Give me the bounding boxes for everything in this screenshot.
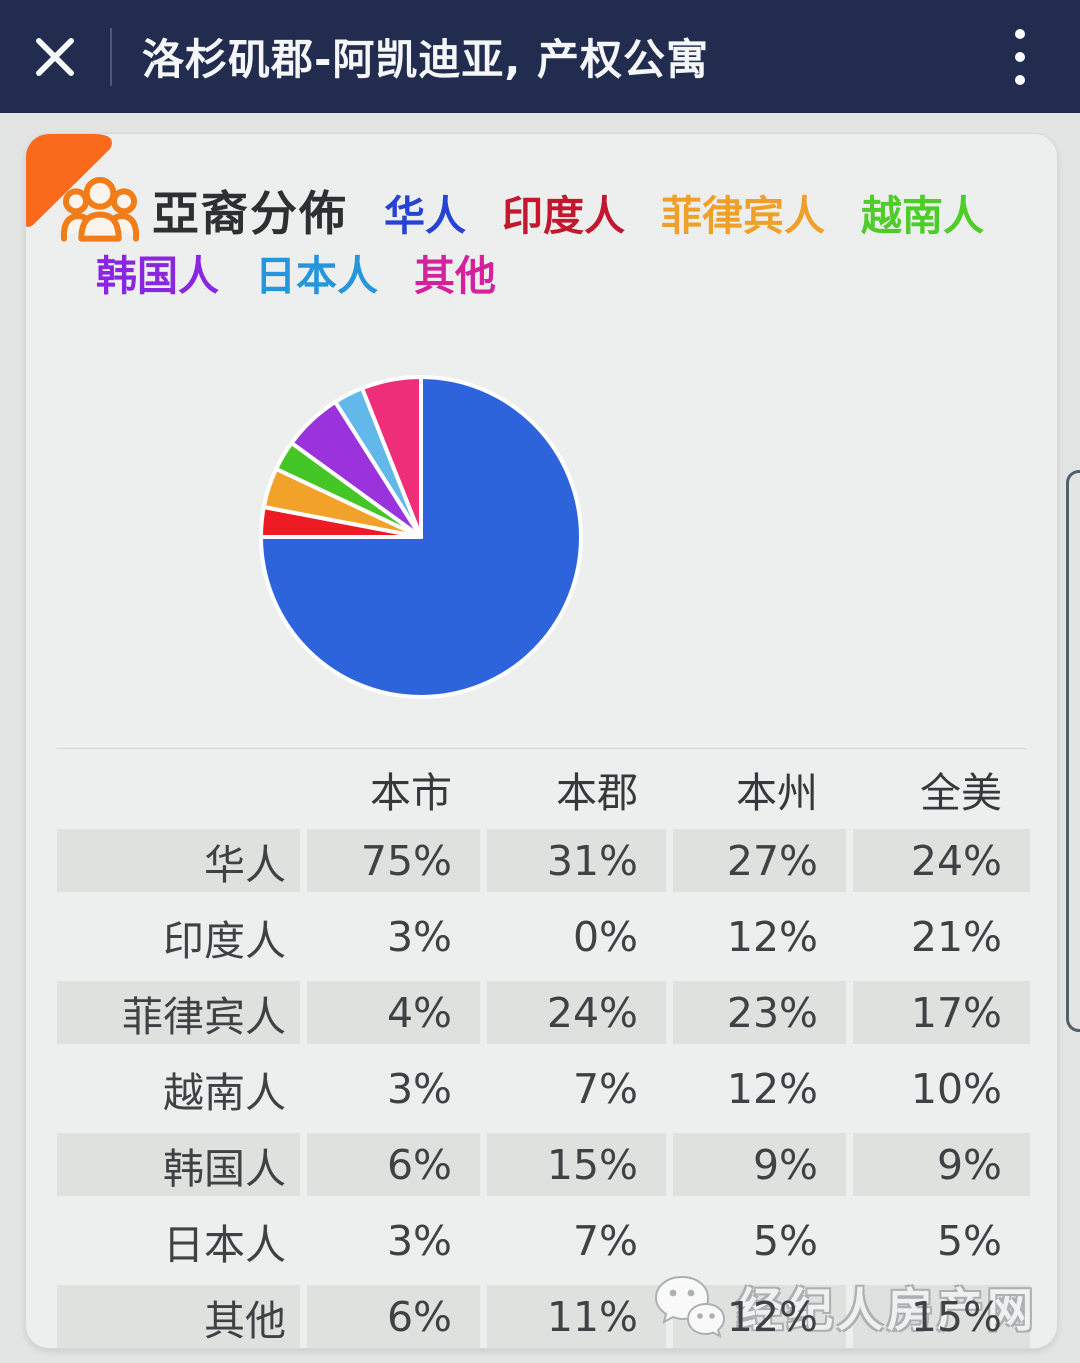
legend-item[interactable]: 华人	[384, 192, 466, 240]
row-value-cell-state: 12%	[673, 1285, 846, 1348]
stats-card: 亞裔分佈 华人 印度人 菲律宾人 越南人韩国人 日本人 其他 本市 本郡 本州 全美 华人 …	[25, 133, 1058, 1349]
page-title: 洛杉矶郡-阿凯迪亚, 产权公寓	[142, 35, 710, 84]
row-value-cell-county: 31%	[487, 829, 666, 893]
pie-slice-其他	[360, 375, 423, 540]
distribution-table: 本市 本郡 本州 全美 华人 75% 31% 27% 24% 印度人 3% 0%	[57, 748, 1030, 1348]
scrollbar-thumb[interactable]	[1066, 470, 1080, 1032]
row-value-cell-us: 5%	[936, 1216, 1002, 1265]
row-label-cell: 华人	[57, 829, 300, 893]
row-value-cell-us: 15%	[853, 1285, 1030, 1348]
row-value-cell-us: 10%	[910, 1064, 1002, 1113]
menu-button[interactable]	[960, 0, 1080, 113]
corner-fold-decoration	[26, 134, 112, 227]
row-value-cell-state: 9%	[673, 1133, 846, 1197]
row-value-cell-state: 12%	[726, 1064, 818, 1113]
row-value-cell-city: 3%	[386, 912, 452, 961]
table-row: 其他 6% 11% 12% 15%	[57, 1285, 1030, 1348]
chart-header: 亞裔分佈 华人 印度人 菲律宾人 越南人韩国人 日本人 其他	[26, 134, 1057, 304]
ellipsis-icon	[1015, 28, 1025, 39]
row-value-cell-city: 4%	[307, 981, 480, 1045]
row-value-cell-city: 6%	[307, 1285, 480, 1348]
ellipsis-icon	[1015, 51, 1025, 62]
titlebar: 洛杉矶郡-阿凯迪亚, 产权公寓	[0, 0, 1080, 113]
table-row: 华人 75% 31% 27% 24%	[57, 829, 1030, 893]
table-row: 印度人 3% 0% 12% 21%	[57, 905, 1026, 968]
row-label-cell: 韩国人	[57, 1133, 300, 1197]
row-value-cell-city: 6%	[307, 1133, 480, 1197]
legend-item[interactable]: 印度人	[502, 192, 625, 240]
table-row: 韩国人 6% 15% 9% 9%	[57, 1133, 1030, 1197]
row-value-cell-city: 75%	[307, 829, 480, 893]
row-value-cell-county: 24%	[487, 981, 666, 1045]
row-value-cell-county: 0%	[572, 912, 638, 961]
table-row: 日本人 3% 7% 5% 5%	[57, 1209, 1026, 1272]
row-value-cell-us: 21%	[910, 912, 1002, 961]
table-header-city: 本市	[370, 769, 452, 818]
table-row: 菲律宾人 4% 24% 23% 17%	[57, 981, 1030, 1045]
legend-item[interactable]: 韩国人	[96, 251, 219, 300]
row-value-cell-state: 27%	[673, 829, 846, 893]
row-value-cell-city: 3%	[386, 1064, 452, 1113]
close-button[interactable]	[0, 0, 110, 113]
row-label-cell: 其他	[57, 1285, 300, 1348]
ellipsis-icon	[1015, 74, 1025, 85]
table-row: 越南人 3% 7% 12% 10%	[57, 1057, 1026, 1120]
row-value-cell-county: 7%	[572, 1216, 638, 1265]
legend-item[interactable]: 菲律宾人	[661, 192, 825, 240]
row-value-cell-county: 11%	[487, 1285, 666, 1348]
table-header-us: 全美	[920, 769, 1002, 818]
row-value-cell-us: 17%	[853, 981, 1030, 1045]
row-value-cell-us: 24%	[853, 829, 1030, 893]
legend-item[interactable]: 其他	[414, 251, 496, 300]
row-label-cell: 菲律宾人	[57, 981, 300, 1045]
row-label-cell: 日本人	[163, 1220, 286, 1269]
row-value-cell-state: 12%	[726, 912, 818, 961]
table-header-county: 本郡	[556, 769, 638, 818]
row-value-cell-state: 23%	[673, 981, 846, 1045]
titlebar-divider	[110, 27, 112, 86]
people-group-icon	[60, 177, 140, 242]
row-label-cell: 印度人	[163, 916, 286, 965]
table-header-state: 本州	[736, 769, 818, 818]
chart-title: 亞裔分佈	[152, 187, 348, 242]
row-label-cell: 越南人	[163, 1068, 286, 1117]
row-value-cell-county: 15%	[487, 1133, 666, 1197]
close-icon	[36, 37, 74, 76]
pie-svg	[258, 375, 583, 700]
legend-item[interactable]: 越南人	[861, 192, 984, 240]
row-value-cell-city: 3%	[386, 1216, 452, 1265]
table-body: 华人 75% 31% 27% 24% 印度人 3% 0% 12% 21% 菲律宾…	[57, 829, 1030, 1348]
row-value-cell-us: 9%	[853, 1133, 1030, 1197]
pie-chart	[224, 368, 618, 706]
row-value-cell-county: 7%	[572, 1064, 638, 1113]
row-value-cell-state: 5%	[752, 1216, 818, 1265]
legend-item[interactable]: 日本人	[255, 251, 378, 300]
table-header-row: 本市 本郡 本州 全美	[57, 749, 1026, 829]
